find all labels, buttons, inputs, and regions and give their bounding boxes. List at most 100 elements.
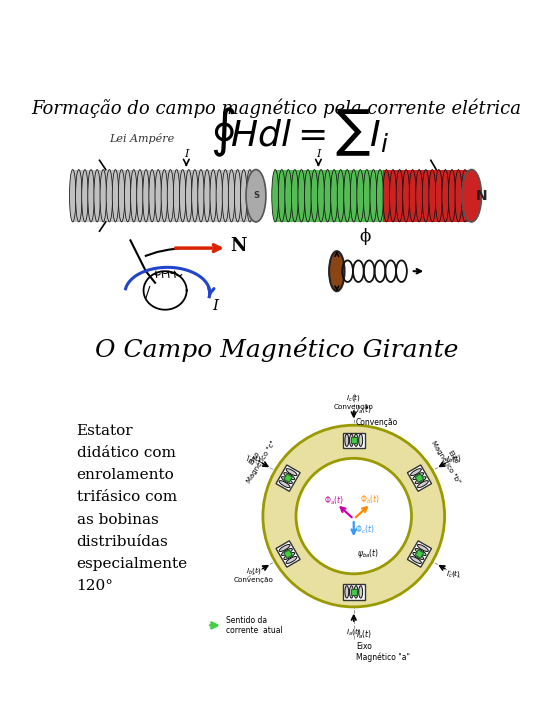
Ellipse shape bbox=[417, 544, 428, 552]
Ellipse shape bbox=[76, 169, 82, 222]
Ellipse shape bbox=[370, 169, 377, 222]
Ellipse shape bbox=[186, 169, 192, 222]
Ellipse shape bbox=[359, 434, 362, 446]
Ellipse shape bbox=[363, 169, 370, 222]
Bar bbox=[276, 465, 300, 491]
Ellipse shape bbox=[278, 169, 285, 222]
Text: $\oint\!Hdl = \sum I_i$: $\oint\!Hdl = \sum I_i$ bbox=[210, 106, 389, 159]
Text: $I_a(t)$: $I_a(t)$ bbox=[346, 626, 361, 637]
Text: $I_a(t)$: $I_a(t)$ bbox=[246, 453, 261, 464]
Ellipse shape bbox=[409, 169, 416, 222]
Ellipse shape bbox=[357, 169, 364, 222]
Ellipse shape bbox=[192, 169, 198, 222]
Ellipse shape bbox=[222, 169, 228, 222]
Ellipse shape bbox=[143, 169, 149, 222]
Ellipse shape bbox=[281, 549, 292, 556]
Ellipse shape bbox=[131, 169, 137, 222]
Ellipse shape bbox=[100, 169, 106, 222]
Text: $\Phi_c(t)$: $\Phi_c(t)$ bbox=[355, 524, 375, 536]
Ellipse shape bbox=[216, 169, 222, 222]
Ellipse shape bbox=[281, 477, 292, 484]
Text: $\Phi_b(t)$: $\Phi_b(t)$ bbox=[360, 493, 380, 505]
Bar bbox=[350, 437, 357, 444]
Ellipse shape bbox=[305, 169, 312, 222]
Ellipse shape bbox=[284, 472, 295, 480]
Text: $\Phi_a(t)$: $\Phi_a(t)$ bbox=[325, 495, 345, 507]
Ellipse shape bbox=[422, 169, 429, 222]
Ellipse shape bbox=[462, 169, 469, 222]
Ellipse shape bbox=[292, 169, 298, 222]
Ellipse shape bbox=[462, 169, 482, 222]
Ellipse shape bbox=[210, 169, 217, 222]
Ellipse shape bbox=[415, 477, 426, 484]
Ellipse shape bbox=[112, 169, 119, 222]
Bar bbox=[383, 169, 471, 222]
Text: O Campo Magnético Girante: O Campo Magnético Girante bbox=[95, 337, 458, 362]
Ellipse shape bbox=[468, 169, 475, 222]
Ellipse shape bbox=[70, 169, 76, 222]
Ellipse shape bbox=[330, 169, 338, 222]
Text: I: I bbox=[316, 149, 321, 159]
Ellipse shape bbox=[396, 169, 403, 222]
Ellipse shape bbox=[298, 169, 305, 222]
Ellipse shape bbox=[413, 552, 424, 559]
Text: ϕ: ϕ bbox=[360, 228, 371, 245]
Ellipse shape bbox=[329, 251, 345, 291]
Ellipse shape bbox=[383, 169, 390, 222]
Ellipse shape bbox=[349, 586, 353, 598]
Circle shape bbox=[263, 426, 444, 607]
Text: S: S bbox=[254, 192, 260, 200]
Ellipse shape bbox=[449, 169, 455, 222]
Text: $\psi_{ba}(t)$: $\psi_{ba}(t)$ bbox=[357, 547, 379, 560]
Ellipse shape bbox=[161, 169, 167, 222]
Ellipse shape bbox=[435, 169, 442, 222]
Ellipse shape bbox=[118, 169, 125, 222]
Ellipse shape bbox=[279, 481, 290, 487]
Text: $I_c(t)$
Convenção: $I_c(t)$ Convenção bbox=[334, 392, 374, 410]
Ellipse shape bbox=[415, 549, 426, 556]
Ellipse shape bbox=[410, 469, 421, 476]
Text: $I_a(t)$
Eixo
Magnético "a": $I_a(t)$ Eixo Magnético "a" bbox=[356, 629, 410, 662]
Ellipse shape bbox=[106, 169, 112, 222]
Text: N: N bbox=[231, 237, 247, 255]
Bar bbox=[276, 541, 300, 567]
Text: Eixo
Magnético "b": Eixo Magnético "b" bbox=[430, 435, 468, 485]
Bar bbox=[407, 541, 431, 567]
Ellipse shape bbox=[284, 552, 295, 559]
Ellipse shape bbox=[228, 169, 235, 222]
Ellipse shape bbox=[285, 169, 292, 222]
Ellipse shape bbox=[354, 434, 358, 446]
Circle shape bbox=[296, 459, 411, 574]
Ellipse shape bbox=[272, 169, 279, 222]
Bar bbox=[407, 465, 431, 491]
Ellipse shape bbox=[403, 169, 409, 222]
Ellipse shape bbox=[318, 169, 325, 222]
Ellipse shape bbox=[345, 586, 349, 598]
Ellipse shape bbox=[311, 169, 318, 222]
Ellipse shape bbox=[429, 169, 436, 222]
Ellipse shape bbox=[286, 557, 297, 564]
Ellipse shape bbox=[416, 169, 423, 222]
Ellipse shape bbox=[246, 169, 266, 222]
Ellipse shape bbox=[279, 544, 290, 552]
Bar bbox=[284, 474, 292, 482]
Text: $I_b(t)$
Convenção: $I_b(t)$ Convenção bbox=[234, 564, 274, 582]
Ellipse shape bbox=[359, 586, 362, 598]
Ellipse shape bbox=[234, 169, 241, 222]
Text: $I_b(t)$: $I_b(t)$ bbox=[446, 453, 462, 464]
Ellipse shape bbox=[204, 169, 210, 222]
Ellipse shape bbox=[198, 169, 204, 222]
Text: Sentido da
corrente  atual: Sentido da corrente atual bbox=[226, 616, 282, 635]
Ellipse shape bbox=[149, 169, 156, 222]
Text: Estator
didático com
enrolamento
trifásico com
as bobinas
distribuídas
especialm: Estator didático com enrolamento trifási… bbox=[77, 423, 188, 593]
Ellipse shape bbox=[240, 169, 247, 222]
Ellipse shape bbox=[167, 169, 174, 222]
Text: I: I bbox=[184, 149, 188, 159]
Bar bbox=[350, 589, 357, 595]
Ellipse shape bbox=[137, 169, 143, 222]
Bar bbox=[343, 584, 364, 600]
Ellipse shape bbox=[94, 169, 100, 222]
Ellipse shape bbox=[410, 557, 421, 564]
Ellipse shape bbox=[344, 169, 350, 222]
Text: N: N bbox=[476, 189, 488, 203]
